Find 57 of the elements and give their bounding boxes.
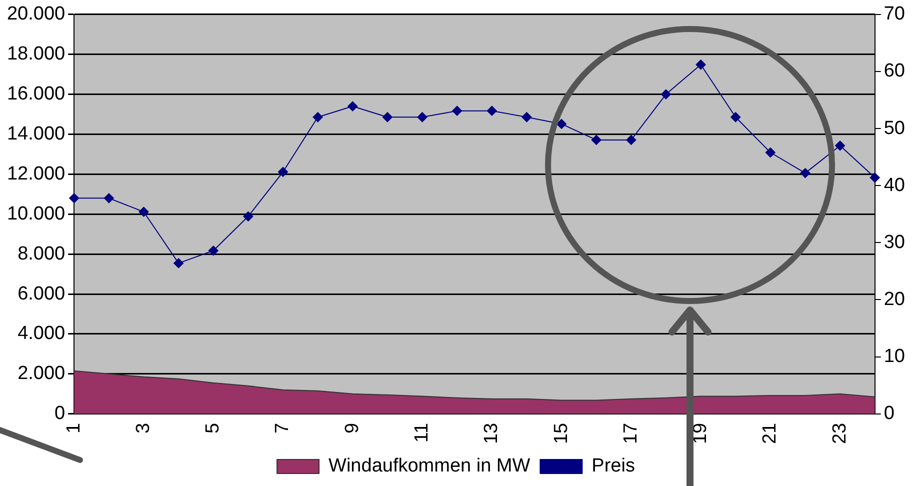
x-tick-label: 15 <box>550 422 572 444</box>
x-tick-label: 11 <box>412 422 432 443</box>
point <box>348 101 358 112</box>
point <box>486 106 497 116</box>
x-tick-label: 7 <box>272 422 294 434</box>
point <box>208 246 218 256</box>
point <box>417 112 428 122</box>
y-tick-label: 18.000 <box>6 44 66 65</box>
y-tick-label: 16.000 <box>6 84 66 105</box>
y-tick-label: 4.000 <box>18 323 66 344</box>
y2-tick-label: 0 <box>884 403 894 424</box>
x-tick-label: 5 <box>202 422 224 434</box>
point <box>278 166 288 177</box>
point <box>765 148 776 158</box>
point <box>522 112 532 122</box>
x-tick-label: 21 <box>760 422 781 444</box>
y2-tick-label: 40 <box>884 174 906 196</box>
y-tick-label: 12.000 <box>6 163 66 184</box>
point <box>556 118 567 129</box>
y2-tick-label: 10 <box>884 346 906 368</box>
x-tick-label: 13 <box>481 422 502 444</box>
y2-tick-label: 70 <box>884 4 906 25</box>
x-tick-label: 9 <box>342 422 363 434</box>
point <box>626 134 636 145</box>
point <box>138 206 149 217</box>
y2-tick-label: 30 <box>884 232 906 253</box>
legend-label: Windaufkommen in MW <box>328 456 530 477</box>
point <box>452 106 462 116</box>
x-tick-label: 17 <box>620 422 642 444</box>
y2-tick-label: 60 <box>884 60 906 82</box>
point <box>104 193 114 204</box>
point <box>730 112 741 122</box>
point <box>696 60 706 70</box>
x-tick-label: 1 <box>63 422 84 434</box>
point <box>591 134 602 145</box>
point <box>382 112 392 122</box>
point <box>243 211 254 222</box>
point <box>69 193 80 204</box>
y-tick-label: 8.000 <box>18 243 66 264</box>
point <box>800 168 810 178</box>
y-tick-label: 0 <box>54 403 66 424</box>
x-tick-label: 19 <box>690 422 712 444</box>
y2-tick-label: 50 <box>884 118 906 139</box>
point <box>312 112 323 122</box>
x-tick-label: 23 <box>829 422 850 444</box>
y-tick-label: 10.000 <box>6 203 66 224</box>
point <box>174 258 184 268</box>
point <box>835 140 846 151</box>
x-tick-label: 3 <box>132 422 154 434</box>
y-tick-label: 14.000 <box>6 123 66 144</box>
point <box>870 172 880 183</box>
y-tick-label: 2.000 <box>18 363 66 384</box>
y-tick-label: 6.000 <box>18 283 66 304</box>
y-tick-label: 20.000 <box>6 4 66 25</box>
y2-tick-label: 20 <box>884 288 906 310</box>
point <box>660 89 671 100</box>
legend-label: Preis <box>592 456 635 477</box>
